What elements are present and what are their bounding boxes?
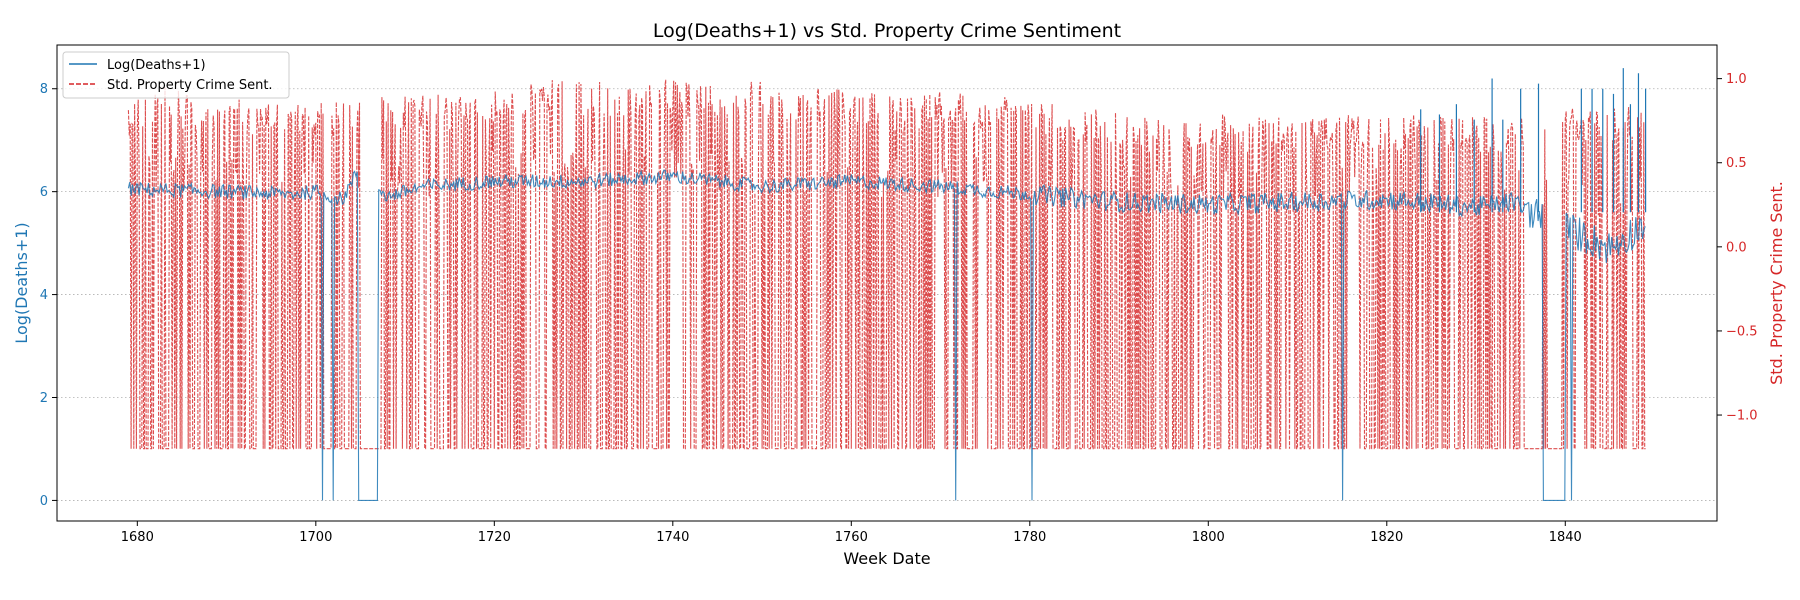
y-right-tick-label: 0.5 bbox=[1726, 156, 1747, 171]
series-log-deaths bbox=[127, 68, 1647, 501]
x-tick-label: 1820 bbox=[1370, 530, 1403, 545]
y-left-tick-label: 6 bbox=[40, 185, 48, 200]
y-left-tick-label: 8 bbox=[40, 82, 48, 97]
x-tick-label: 1760 bbox=[835, 530, 868, 545]
series-property-crime-sentiment bbox=[127, 79, 1646, 450]
y-axis-right-title: Std. Property Crime Sent. bbox=[1767, 181, 1786, 385]
x-tick-label: 1780 bbox=[1013, 530, 1046, 545]
x-tick-label: 1720 bbox=[478, 530, 511, 545]
y-right-tick-label: −0.5 bbox=[1726, 324, 1758, 339]
x-tick-label: 1700 bbox=[299, 530, 332, 545]
legend-label-property-crime: Std. Property Crime Sent. bbox=[107, 78, 273, 93]
legend-label-log-deaths: Log(Deaths+1) bbox=[107, 58, 206, 73]
y-left-tick-label: 0 bbox=[40, 494, 48, 509]
x-axis-title: Week Date bbox=[843, 549, 930, 568]
plot-frame bbox=[56, 44, 1718, 522]
y-axis-right: −1.0 −0.5 0.0 0.5 1.0 bbox=[1717, 72, 1758, 424]
x-tick-label: 1800 bbox=[1192, 530, 1225, 545]
y-right-tick-label: −1.0 bbox=[1726, 409, 1758, 424]
y-right-tick-label: 0.0 bbox=[1726, 240, 1747, 255]
y-right-tick-label: 1.0 bbox=[1726, 72, 1747, 87]
y-left-tick-label: 2 bbox=[40, 391, 48, 406]
x-tick-label: 1740 bbox=[656, 530, 689, 545]
legend-box bbox=[62, 51, 290, 99]
legend: Log(Deaths+1) Std. Property Crime Sent. bbox=[62, 51, 290, 99]
chart-title: Log(Deaths+1) vs Std. Property Crime Sen… bbox=[653, 20, 1121, 42]
x-axis: 1680 1700 1720 1740 1760 1780 1800 1820 1840 bbox=[121, 521, 1582, 545]
y-axis-left: 0 2 4 6 8 bbox=[40, 82, 57, 509]
series-line-log-deaths bbox=[127, 169, 1646, 501]
y-left-tick-label: 4 bbox=[40, 288, 48, 303]
y-axis-left-title: Log(Deaths+1) bbox=[12, 222, 31, 343]
series-line-property-crime-sentiment bbox=[127, 79, 1646, 450]
x-tick-label: 1680 bbox=[121, 530, 154, 545]
x-tick-label: 1840 bbox=[1549, 530, 1582, 545]
